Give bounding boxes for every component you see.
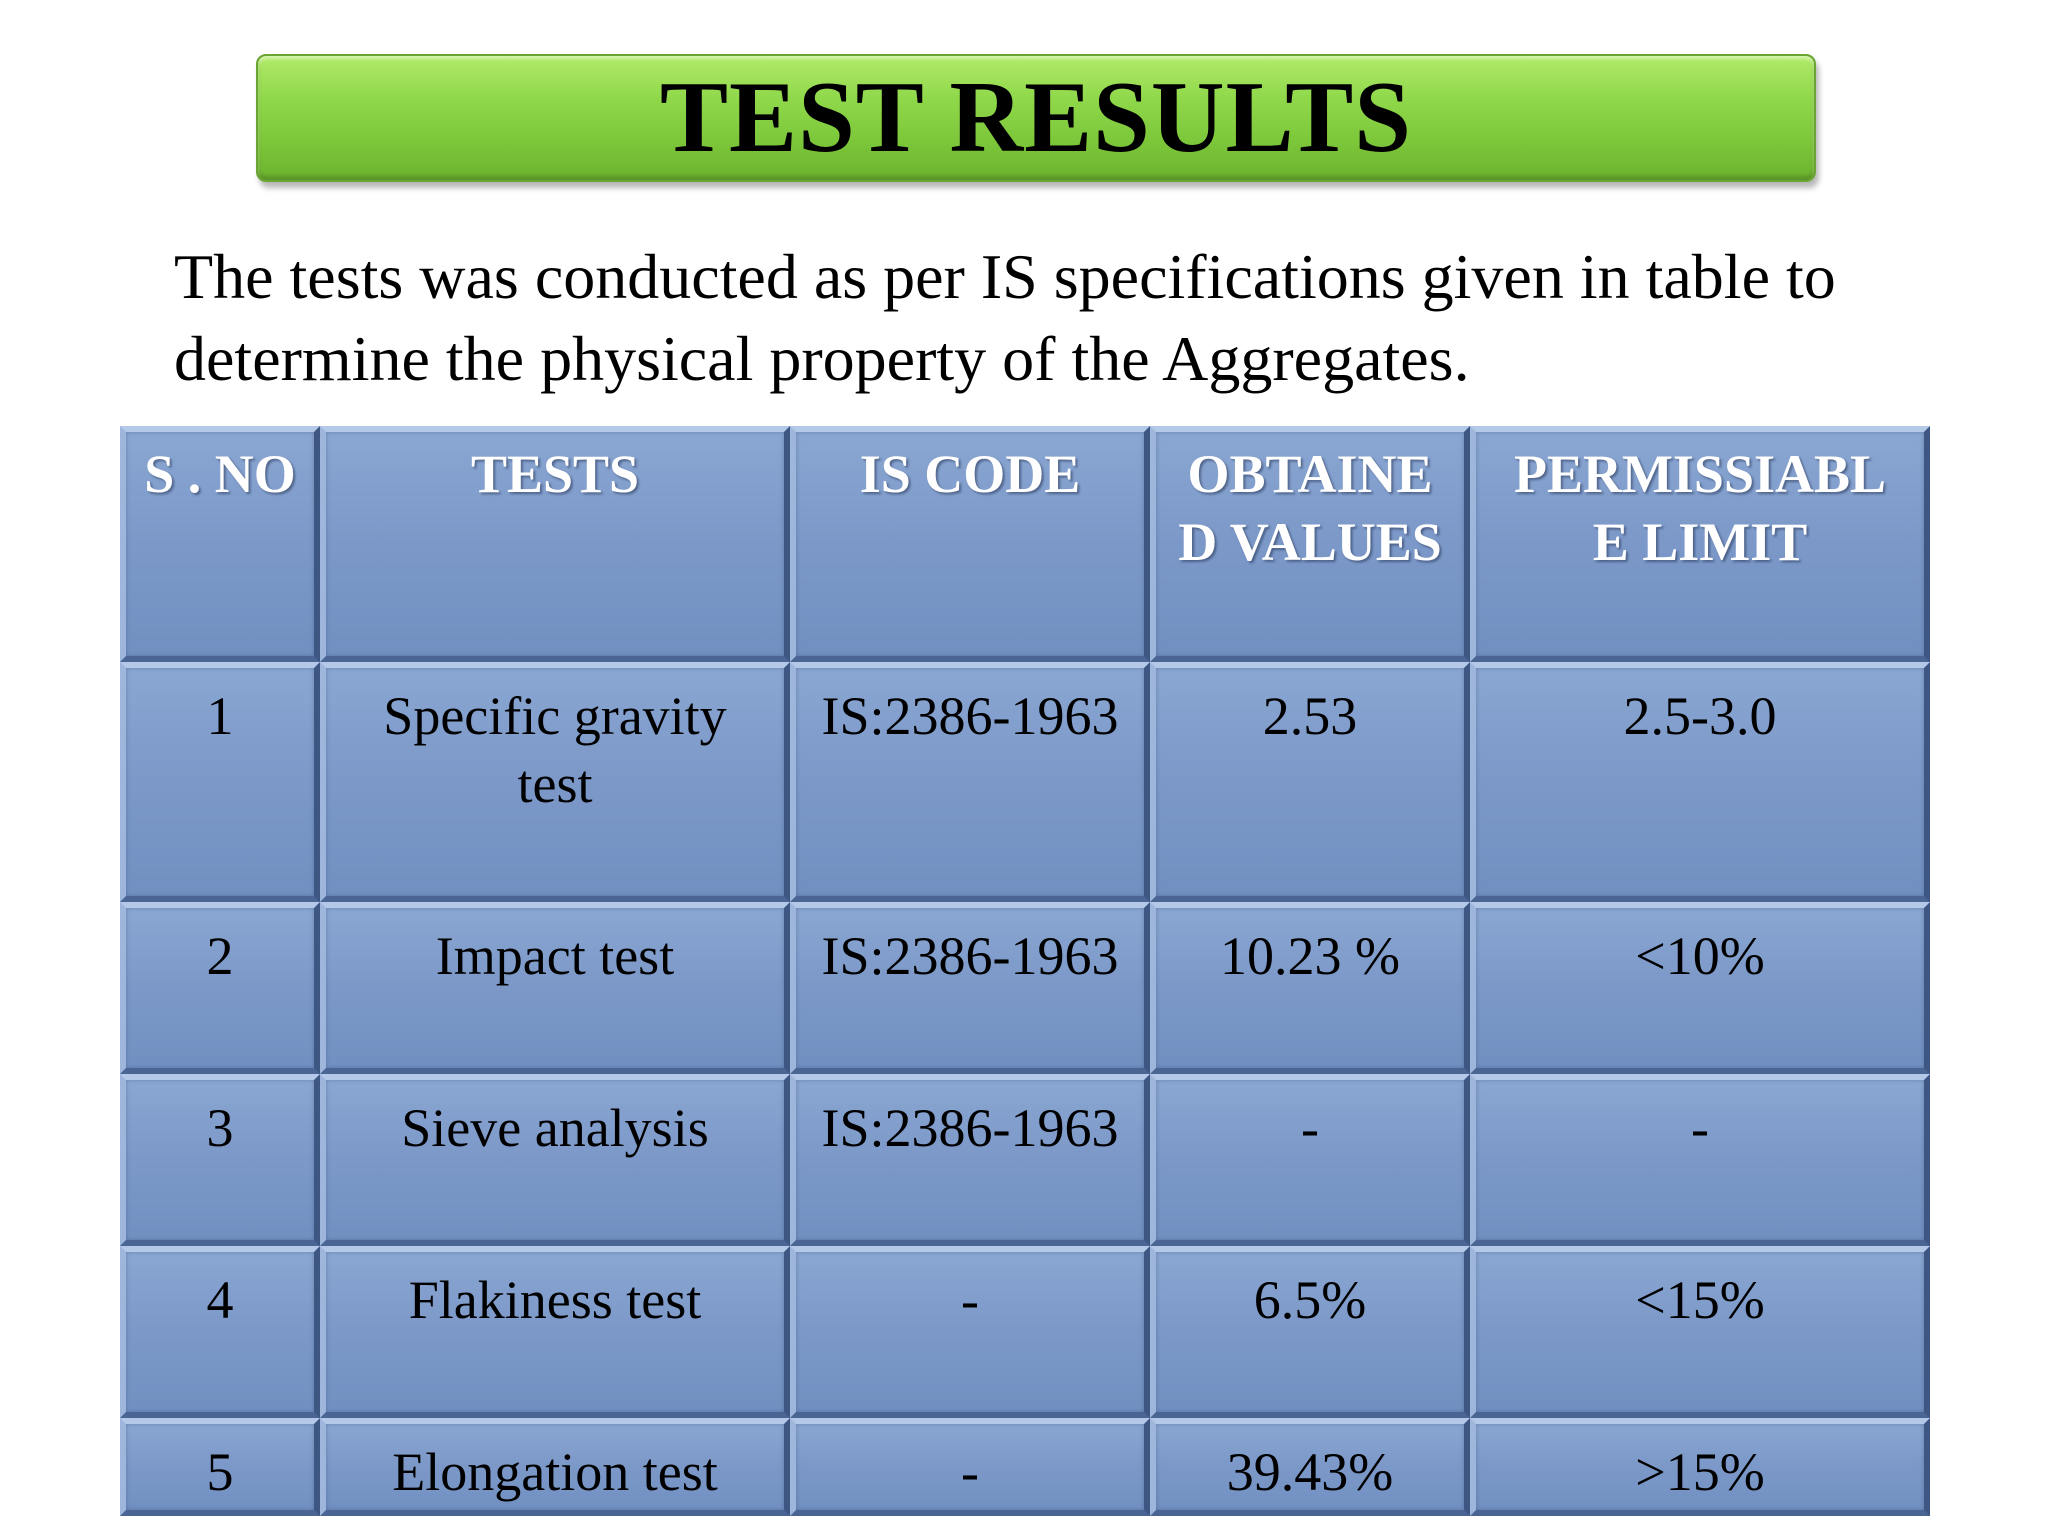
table-row: 2 Impact test IS:2386-1963 10.23 % <10%: [120, 902, 1930, 1074]
cell-permissible-limit: <10%: [1470, 902, 1930, 1074]
title-banner: TEST RESULTS: [256, 54, 1816, 182]
cell-permissible-limit: 2.5-3.0: [1470, 662, 1930, 902]
cell-test: Specific gravity test: [320, 662, 790, 902]
cell-obtained-value: 6.5%: [1150, 1246, 1470, 1418]
cell-is-code: IS:2386-1963: [790, 1074, 1150, 1246]
cell-is-code: IS:2386-1963: [790, 902, 1150, 1074]
cell-test: Impact test: [320, 902, 790, 1074]
page-title: TEST RESULTS: [660, 61, 1412, 174]
header-obtained-values: OBTAINE D VALUES: [1150, 426, 1470, 662]
cell-obtained-value: 39.43%: [1150, 1418, 1470, 1516]
cell-test: Sieve analysis: [320, 1074, 790, 1246]
table-row: 4 Flakiness test - 6.5% <15%: [120, 1246, 1930, 1418]
cell-obtained-value: -: [1150, 1074, 1470, 1246]
table-row: 3 Sieve analysis IS:2386-1963 - -: [120, 1074, 1930, 1246]
header-is-code: IS CODE: [790, 426, 1150, 662]
cell-sno: 1: [120, 662, 320, 902]
cell-permissible-limit: <15%: [1470, 1246, 1930, 1418]
cell-sno: 3: [120, 1074, 320, 1246]
cell-is-code: -: [790, 1246, 1150, 1418]
header-sno: S . NO: [120, 426, 320, 662]
cell-is-code: IS:2386-1963: [790, 662, 1150, 902]
cell-permissible-limit: -: [1470, 1074, 1930, 1246]
cell-sno: 2: [120, 902, 320, 1074]
header-permissible-limit: PERMISSIABL E LIMIT: [1470, 426, 1930, 662]
cell-permissible-limit: >15%: [1470, 1418, 1930, 1516]
cell-is-code: -: [790, 1418, 1150, 1516]
cell-obtained-value: 2.53: [1150, 662, 1470, 902]
header-tests: TESTS: [320, 426, 790, 662]
table-row: 1 Specific gravity test IS:2386-1963 2.5…: [120, 662, 1930, 902]
cell-test: Flakiness test: [320, 1246, 790, 1418]
cell-test: Elongation test: [320, 1418, 790, 1516]
cell-sno: 4: [120, 1246, 320, 1418]
table-row: 5 Elongation test - 39.43% >15%: [120, 1418, 1930, 1516]
intro-paragraph: The tests was conducted as per IS specif…: [174, 241, 1836, 394]
results-table: S . NO TESTS IS CODE OBTAINE D VALUES PE…: [120, 426, 1930, 1516]
table-header-row: S . NO TESTS IS CODE OBTAINE D VALUES PE…: [120, 426, 1930, 662]
cell-sno: 5: [120, 1418, 320, 1516]
cell-obtained-value: 10.23 %: [1150, 902, 1470, 1074]
